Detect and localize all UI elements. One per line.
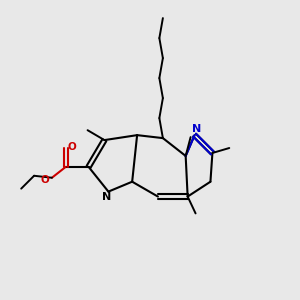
Text: O: O <box>40 175 50 185</box>
Text: O: O <box>68 142 76 152</box>
Text: N: N <box>102 192 111 202</box>
Text: N: N <box>192 124 201 134</box>
